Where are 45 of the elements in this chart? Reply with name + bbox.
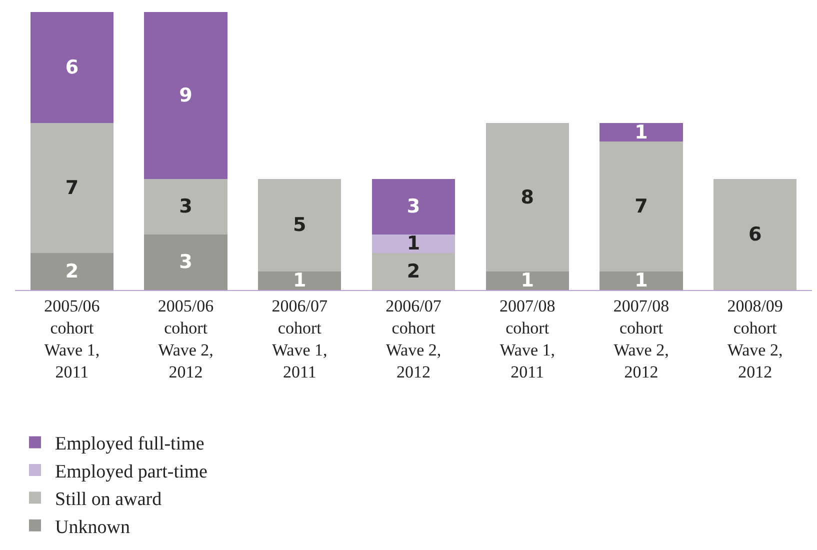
- x-tick-label: 2005/06 cohort Wave 2, 2012: [158, 296, 214, 382]
- data-label: 6: [748, 223, 762, 246]
- bar: [144, 234, 228, 290]
- data-label: 3: [179, 251, 192, 274]
- data-label: 9: [179, 84, 192, 106]
- data-label: 8: [520, 186, 534, 208]
- bar: [486, 123, 569, 272]
- bar: [714, 178, 797, 290]
- x-tick-label: 2007/08 cohort Wave 2, 2012: [613, 296, 670, 382]
- data-label: 6: [65, 56, 79, 79]
- data-label: 1: [406, 232, 420, 255]
- data-label: 2: [406, 260, 420, 282]
- x-tick-label: 2006/07 cohort Wave 1, 2011: [272, 296, 328, 382]
- bar: [30, 12, 114, 124]
- bar: [486, 271, 569, 290]
- bar: [600, 123, 683, 142]
- x-tick-label: 2005/06 cohort Wave 1, 2011: [44, 296, 100, 382]
- data-label: 1: [634, 121, 648, 144]
- bar: [144, 12, 228, 179]
- bar: [258, 271, 342, 290]
- data-label: 1: [520, 270, 534, 292]
- data-label: 5: [293, 214, 306, 236]
- x-tick-label: 2006/07 cohort Wave 2, 2012: [386, 296, 442, 382]
- bar: [258, 178, 342, 272]
- legend-label: Still on award: [55, 489, 162, 510]
- bar: [372, 178, 456, 234]
- bar: [144, 178, 228, 234]
- legend-label: Employed part-time: [55, 461, 208, 482]
- data-label: 3: [179, 196, 192, 218]
- data-label: 1: [293, 270, 306, 292]
- data-label: 1: [634, 270, 648, 292]
- bar: [372, 252, 456, 290]
- bar: [600, 271, 683, 290]
- bar: [372, 234, 456, 253]
- x-tick-label: 2007/08 cohort Wave 1, 2011: [499, 296, 556, 382]
- data-label: 3: [406, 196, 420, 218]
- legend-label: Unknown: [55, 516, 130, 538]
- x-tick-label: 2008/09 cohort Wave 2, 2012: [727, 296, 783, 382]
- bar: [600, 142, 683, 272]
- legend-label: Employed full-time: [55, 434, 204, 455]
- data-label: 7: [634, 196, 648, 218]
- data-label: 2: [65, 260, 79, 282]
- bar: [30, 252, 114, 290]
- bar: [30, 123, 114, 253]
- data-label: 7: [65, 177, 79, 200]
